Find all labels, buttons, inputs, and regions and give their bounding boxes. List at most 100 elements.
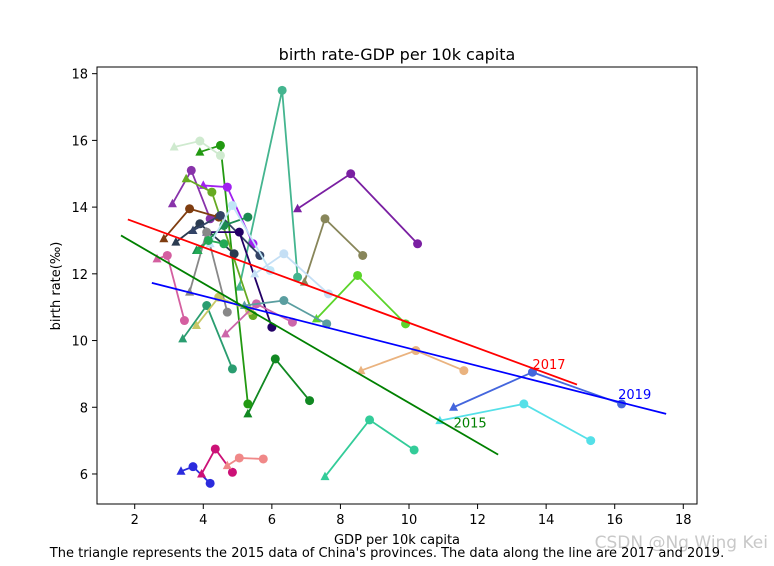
y-tick-label: 18: [71, 68, 88, 83]
province-point: [234, 227, 244, 237]
province-2015-triangle: [195, 147, 205, 156]
province-point: [365, 415, 375, 425]
province-2015-triangle: [188, 225, 198, 234]
province-line: [247, 357, 311, 415]
province-point: [279, 249, 289, 259]
province-line: [324, 418, 415, 478]
province-line: [453, 371, 622, 409]
province-2015-triangle: [449, 402, 459, 411]
province-2015-triangle: [250, 268, 260, 278]
province-point: [243, 212, 253, 222]
y-tick-label: 8: [80, 401, 88, 416]
province-point: [279, 296, 289, 306]
province-2015-triangle: [193, 245, 203, 254]
trend-label-2019: 2019: [618, 388, 651, 403]
province-point: [207, 187, 217, 197]
province-point: [227, 200, 237, 210]
y-axis-label: birth rate(‰): [49, 242, 64, 331]
x-axis: 2 4 6 8 10 12 14 16 18: [131, 504, 692, 528]
watermark: CSDN @Ng Wing Kei: [594, 533, 768, 553]
y-tick-label: 10: [71, 335, 88, 350]
x-axis-label: GDP per 10k capita: [334, 533, 460, 548]
province-point: [227, 364, 237, 374]
x-tick-label: 12: [469, 513, 486, 528]
province-line: [303, 217, 364, 283]
province-point: [270, 354, 280, 364]
province-2015-triangle: [181, 173, 191, 183]
figure-caption: The triangle represents the 2015 data of…: [49, 546, 725, 561]
province-point: [527, 367, 537, 377]
province-2015-triangle: [176, 466, 186, 475]
province-line: [199, 144, 249, 405]
province-point: [202, 301, 212, 311]
province-point: [519, 399, 529, 409]
province-2015-triangle: [293, 203, 303, 213]
x-tick-label: 14: [538, 513, 555, 528]
x-tick-label: 8: [336, 513, 344, 528]
province-point: [586, 436, 596, 446]
trend-label-2015: 2015: [454, 416, 487, 431]
x-tick-label: 10: [401, 513, 418, 528]
province-point: [202, 227, 212, 237]
province-point: [219, 239, 229, 249]
trend-line-2017: [127, 218, 578, 386]
trend-line-2019: [151, 281, 667, 415]
province-point: [229, 249, 239, 259]
province-2015-triangle: [171, 237, 181, 246]
axes-frame: [96, 66, 698, 505]
province-2015-triangle: [243, 408, 253, 418]
province-point: [305, 396, 315, 406]
chart-title: birth rate-GDP per 10k capita: [279, 45, 516, 64]
y-axis: 6 8 10 12 14 16 18: [71, 68, 97, 483]
province-point: [258, 454, 268, 464]
province-2015-triangle: [191, 320, 201, 330]
province-point: [215, 140, 225, 150]
province-point: [188, 462, 198, 472]
province-point: [179, 316, 189, 326]
province-point: [205, 478, 215, 488]
province-2015-triangle: [221, 328, 231, 338]
province-2015-triangle: [178, 333, 188, 343]
province-2015-triangle: [152, 253, 162, 263]
province-point: [277, 85, 287, 95]
province-line: [297, 172, 419, 245]
province-point: [210, 444, 220, 454]
province-line: [360, 349, 465, 372]
x-tick-label: 2: [131, 513, 139, 528]
trend-label-2017: 2017: [532, 358, 565, 373]
province-2015-triangle: [169, 142, 179, 151]
province-point: [185, 204, 195, 214]
province-point: [227, 467, 237, 477]
x-tick-label: 6: [268, 513, 276, 528]
province-2015-triangle: [356, 365, 366, 375]
province-2015-triangle: [167, 198, 177, 208]
x-tick-label: 4: [199, 513, 207, 528]
province-line: [226, 457, 264, 467]
province-point: [203, 235, 213, 245]
province-2015-triangle: [320, 471, 330, 481]
province-point: [186, 165, 196, 175]
province-point: [205, 214, 215, 224]
province-point: [215, 150, 225, 160]
province-line: [254, 252, 330, 295]
province-point: [409, 445, 419, 455]
province-2015-triangle: [159, 233, 169, 243]
province-point: [222, 182, 232, 192]
plot-area: 2017 2019 2015: [120, 85, 667, 488]
x-tick-label: 18: [675, 513, 692, 528]
province-line: [206, 231, 273, 328]
province-point: [195, 136, 205, 146]
province-2015-triangle: [197, 468, 207, 478]
province-point: [215, 210, 225, 220]
province-point: [358, 250, 368, 260]
province-point: [234, 453, 244, 463]
province-point: [413, 239, 423, 249]
y-tick-label: 6: [80, 468, 88, 483]
province-point: [243, 399, 253, 409]
province-point: [162, 250, 172, 260]
province-point: [459, 366, 469, 376]
province-point: [320, 214, 330, 224]
x-tick-label: 16: [606, 513, 623, 528]
province-2015-triangle: [222, 460, 232, 470]
